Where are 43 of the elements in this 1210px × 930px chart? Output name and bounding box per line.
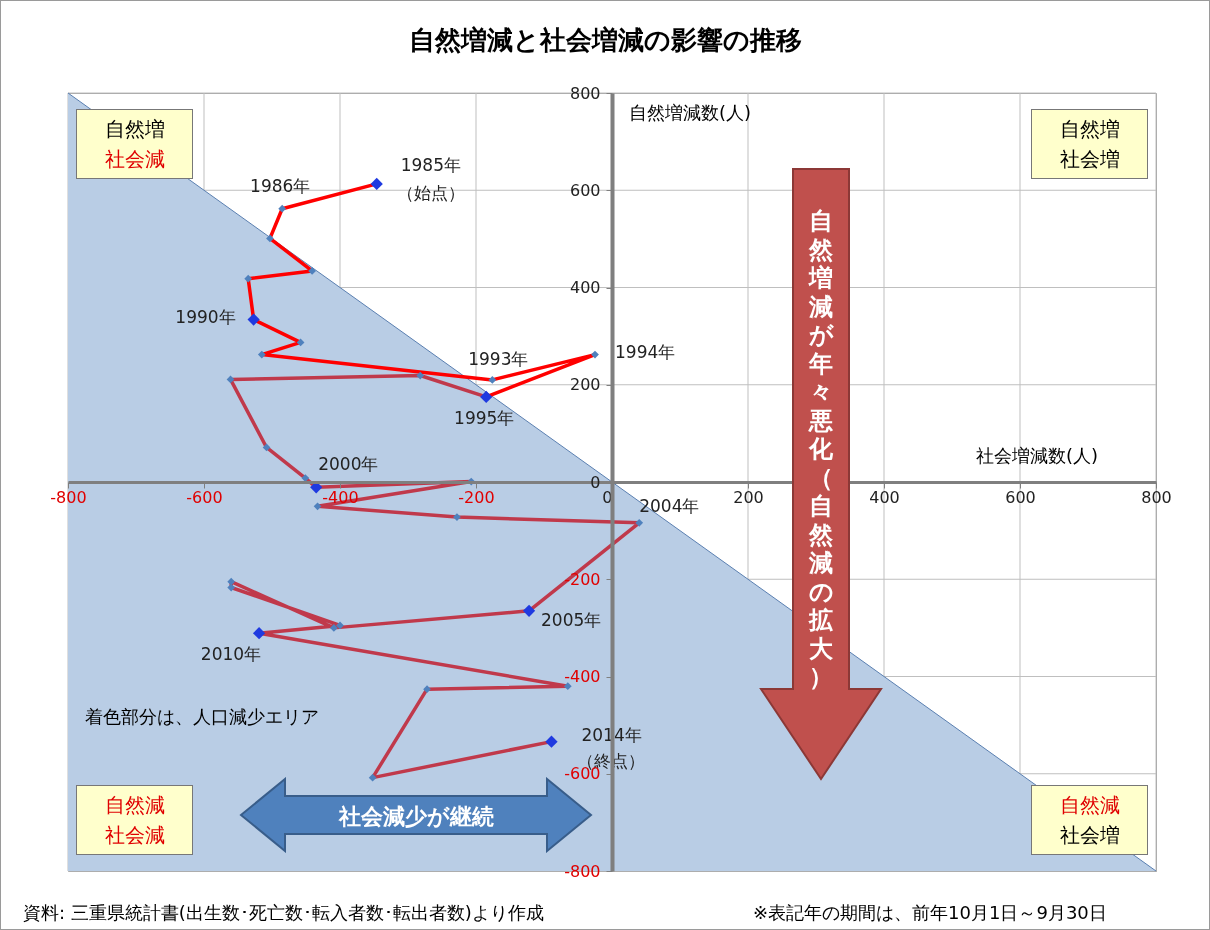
annotation: 自然増 (1058, 116, 1121, 143)
y-axis-title: 自然増減数(人) (629, 101, 752, 125)
y-tick-label: 200 (569, 375, 601, 395)
annotation: 2005年 (541, 609, 602, 630)
text: 資料: 三重県統計書(出生数･死亡数･転入者数･転出者数)より作成 (23, 901, 544, 925)
annotation: 1995年 (454, 407, 515, 428)
annotation: 社会増 (1058, 146, 1121, 173)
annotation: （始点） (396, 182, 465, 203)
annotation: 2004年 (639, 495, 700, 516)
annotation: 1985年 (400, 154, 461, 175)
x-tick-label: 800 (1141, 487, 1172, 507)
annotation: 着色部分は、人口減少エリア (85, 705, 319, 729)
annotation: 自然減 (103, 792, 166, 819)
x-tick-label: 400 (869, 487, 900, 507)
chart-title: 自然増減と社会増減の影響の推移 (407, 24, 803, 57)
x-tick-label: 200 (733, 487, 764, 507)
x-tick-label: 600 (1005, 487, 1036, 507)
x-tick-label: -800 (50, 487, 87, 507)
annotation: 1990年 (175, 306, 236, 327)
x-tick-label: -400 (322, 487, 359, 507)
annotation: 社会減 (103, 822, 166, 849)
y-tick-label: 800 (569, 83, 601, 103)
annotation: 1993年 (468, 348, 529, 369)
x-tick-label: -600 (186, 487, 223, 507)
y-tick-label: -800 (564, 861, 601, 881)
annotation: 1994年 (615, 341, 676, 362)
annotation: 2014年 (581, 724, 642, 745)
annotation: 自然増 (103, 116, 166, 143)
y-tick-label: -400 (564, 667, 601, 686)
annotation: 自然減 (1058, 792, 1121, 819)
x-tick-label: -200 (458, 487, 495, 507)
annotation: 2010年 (200, 644, 262, 665)
annotation: 社会増 (1058, 822, 1121, 849)
annotation: 社会減 (103, 146, 166, 173)
x-axis-title: 社会増減数(人) (976, 444, 1099, 468)
annotation: 1986年 (250, 175, 311, 196)
text: ※表記年の期間は、前年10月1日～9月30日 (753, 901, 1107, 925)
annotation: 社会減少が継続 (337, 803, 495, 831)
y-tick-label: 0 (590, 472, 601, 492)
annotation: 2000年 (318, 454, 379, 475)
y-tick-label: 400 (569, 278, 601, 297)
text: 自然増減が年々悪化（自然減の拡大） (808, 207, 834, 691)
y-tick-label: 600 (569, 180, 601, 200)
